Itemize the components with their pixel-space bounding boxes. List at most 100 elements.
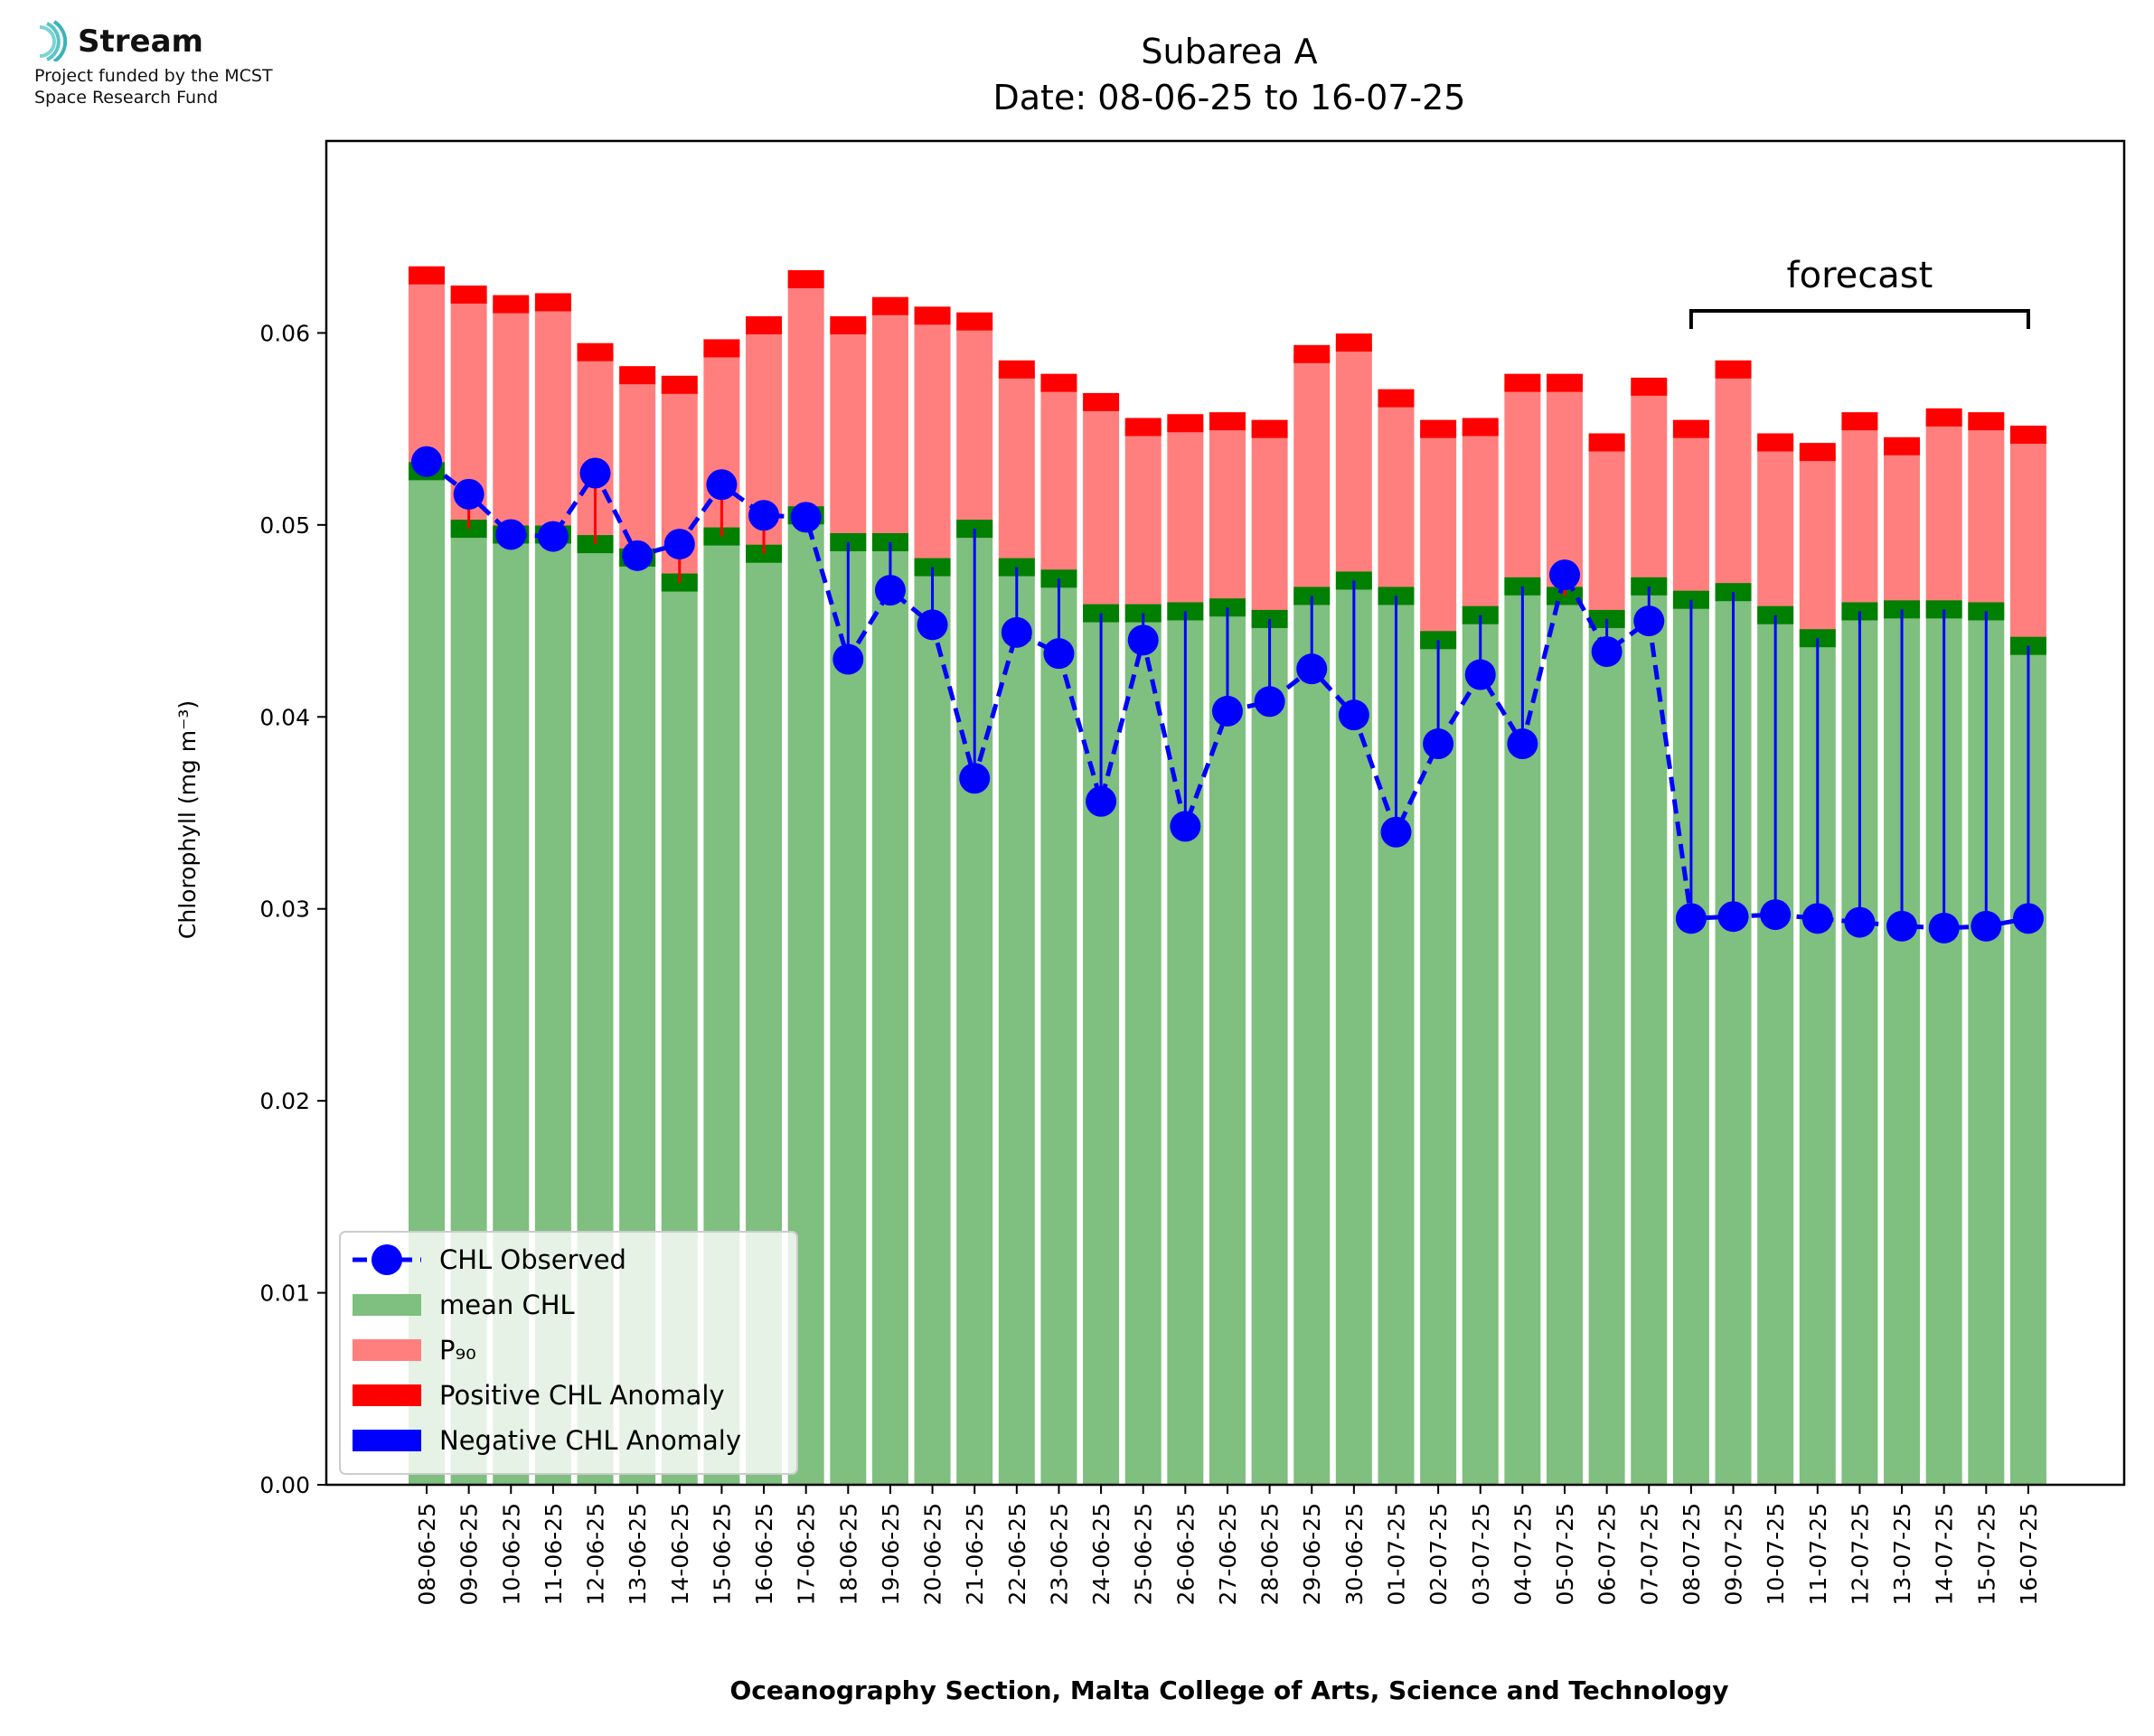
chl-observed-point (748, 500, 780, 531)
p90-threshold-band (787, 269, 824, 288)
x-tick-label: 01-07-25 (1383, 1503, 1409, 1605)
p90-threshold-band (1462, 418, 1499, 436)
chl-observed-point (1043, 638, 1075, 670)
x-tick-label: 11-07-25 (1805, 1503, 1831, 1605)
chl-observed-point (1928, 912, 1960, 943)
p90-bar (787, 278, 824, 516)
p90-threshold-band (1715, 360, 1752, 379)
chl-observed-point (2012, 903, 2044, 934)
x-tick-label: 09-07-25 (1721, 1503, 1747, 1605)
p90-bar (1083, 401, 1120, 614)
legend-swatch-neg (353, 1430, 421, 1451)
p90-bar (1504, 382, 1541, 586)
p90-threshold-band (830, 315, 867, 334)
p90-threshold-band (1841, 412, 1878, 431)
x-tick-label: 21-06-25 (962, 1503, 988, 1605)
p90-bar (1335, 343, 1372, 581)
mean-chl-bar (1124, 613, 1162, 1485)
mean-chl-bar (1335, 580, 1372, 1485)
p90-bar (1884, 446, 1921, 610)
x-tick-label: 23-06-25 (1046, 1503, 1072, 1605)
chl-observed-point (1380, 816, 1412, 848)
x-tick-label: 14-07-25 (1932, 1503, 1958, 1605)
p90-bar (619, 375, 656, 558)
p90-bar (1799, 452, 1836, 639)
p90-threshold-band (746, 315, 783, 334)
x-tick-label: 28-06-25 (1257, 1503, 1284, 1605)
x-tick-label: 11-06-25 (541, 1503, 567, 1605)
x-tick-label: 20-06-25 (920, 1503, 946, 1605)
chl-observed-point (1254, 686, 1285, 718)
p90-threshold-band (409, 266, 445, 285)
x-axis-label: Oceanography Section, Malta College of A… (729, 1675, 1728, 1705)
mean-chl-bar (830, 541, 867, 1485)
p90-bar (1293, 353, 1331, 596)
mean-chl-bar (914, 567, 951, 1485)
p90-threshold-band (1293, 344, 1331, 363)
p90-bar (998, 369, 1035, 568)
logo-brand-text: Stream (78, 23, 203, 60)
x-tick-label: 08-07-25 (1679, 1503, 1705, 1605)
x-tick-label: 02-07-25 (1425, 1503, 1452, 1605)
p90-threshold-band (619, 366, 656, 385)
chl-observed-point (663, 529, 695, 560)
p90-threshold-band (1083, 392, 1120, 411)
chl-observed-point (411, 446, 442, 477)
p90-bar (409, 275, 445, 472)
p90-threshold-band (493, 295, 530, 314)
p90-threshold-band (661, 375, 698, 394)
x-tick-label: 26-06-25 (1172, 1503, 1199, 1605)
chl-observed-point (1760, 899, 1792, 931)
chl-observed-point (1844, 906, 1876, 938)
mean-chl-bar (1209, 607, 1246, 1485)
x-tick-label: 24-06-25 (1088, 1503, 1115, 1605)
y-tick-label: 0.01 (259, 1281, 310, 1307)
legend-swatch-mean (353, 1294, 421, 1316)
mean-chl-bar (1588, 618, 1625, 1485)
p90-bar (1420, 428, 1457, 641)
p90-bar (1925, 417, 1962, 610)
x-tick-label: 15-07-25 (1973, 1503, 1999, 1605)
p90-bar (1968, 421, 2005, 612)
p90-bar (871, 305, 908, 542)
p90-threshold-band (534, 293, 571, 312)
p90-threshold-band (1672, 419, 1709, 438)
chl-observed-point (1971, 910, 2002, 942)
p90-threshold-band (914, 306, 951, 325)
chart-title: Subarea A (1141, 32, 1317, 71)
y-tick-label: 0.02 (259, 1088, 310, 1114)
p90-bar (1124, 427, 1162, 614)
y-tick-label: 0.03 (259, 896, 310, 923)
mean-chl-bar (1547, 596, 1584, 1485)
p90-bar (1167, 423, 1204, 612)
p90-bar (1757, 442, 1794, 615)
x-tick-label: 13-07-25 (1889, 1503, 1915, 1605)
legend-label: mean CHL (439, 1290, 575, 1320)
p90-bar (1672, 428, 1709, 600)
chl-observed-point (1170, 811, 1201, 842)
x-tick-label: 30-06-25 (1341, 1503, 1368, 1605)
p90-bar (1462, 427, 1499, 615)
chl-observed-point (1127, 624, 1159, 656)
x-tick-label: 12-06-25 (583, 1503, 609, 1605)
x-tick-label: 14-06-25 (667, 1503, 693, 1605)
p90-threshold-band (1884, 436, 1921, 455)
y-tick-label: 0.04 (259, 704, 310, 730)
mean-chl-bar (1420, 640, 1457, 1485)
forecast-label: forecast (1787, 255, 1933, 296)
x-tick-label: 12-07-25 (1847, 1503, 1873, 1605)
p90-threshold-band (1631, 377, 1668, 396)
chl-observed-point (495, 519, 527, 550)
plot-area: 0.00 0.01 0.02 0.03 0.04 0.05 0.06 08-06-25 09-0… (259, 139, 2126, 1605)
p90-bar (493, 304, 530, 535)
legend: CHL Observed mean CHL P₉₀ Positive CHL Anom… (339, 1231, 798, 1475)
chl-observed-point (1211, 695, 1243, 727)
chl-observed-point (1675, 903, 1707, 934)
chl-observed-point (1296, 653, 1328, 685)
legend-observed-marker (372, 1244, 402, 1275)
p90-threshold-band (998, 360, 1035, 379)
chl-observed-point (1464, 659, 1496, 690)
legend-box (339, 1231, 798, 1475)
x-tick-label: 09-06-25 (456, 1503, 483, 1605)
legend-label: Negative CHL Anomaly (439, 1425, 741, 1456)
